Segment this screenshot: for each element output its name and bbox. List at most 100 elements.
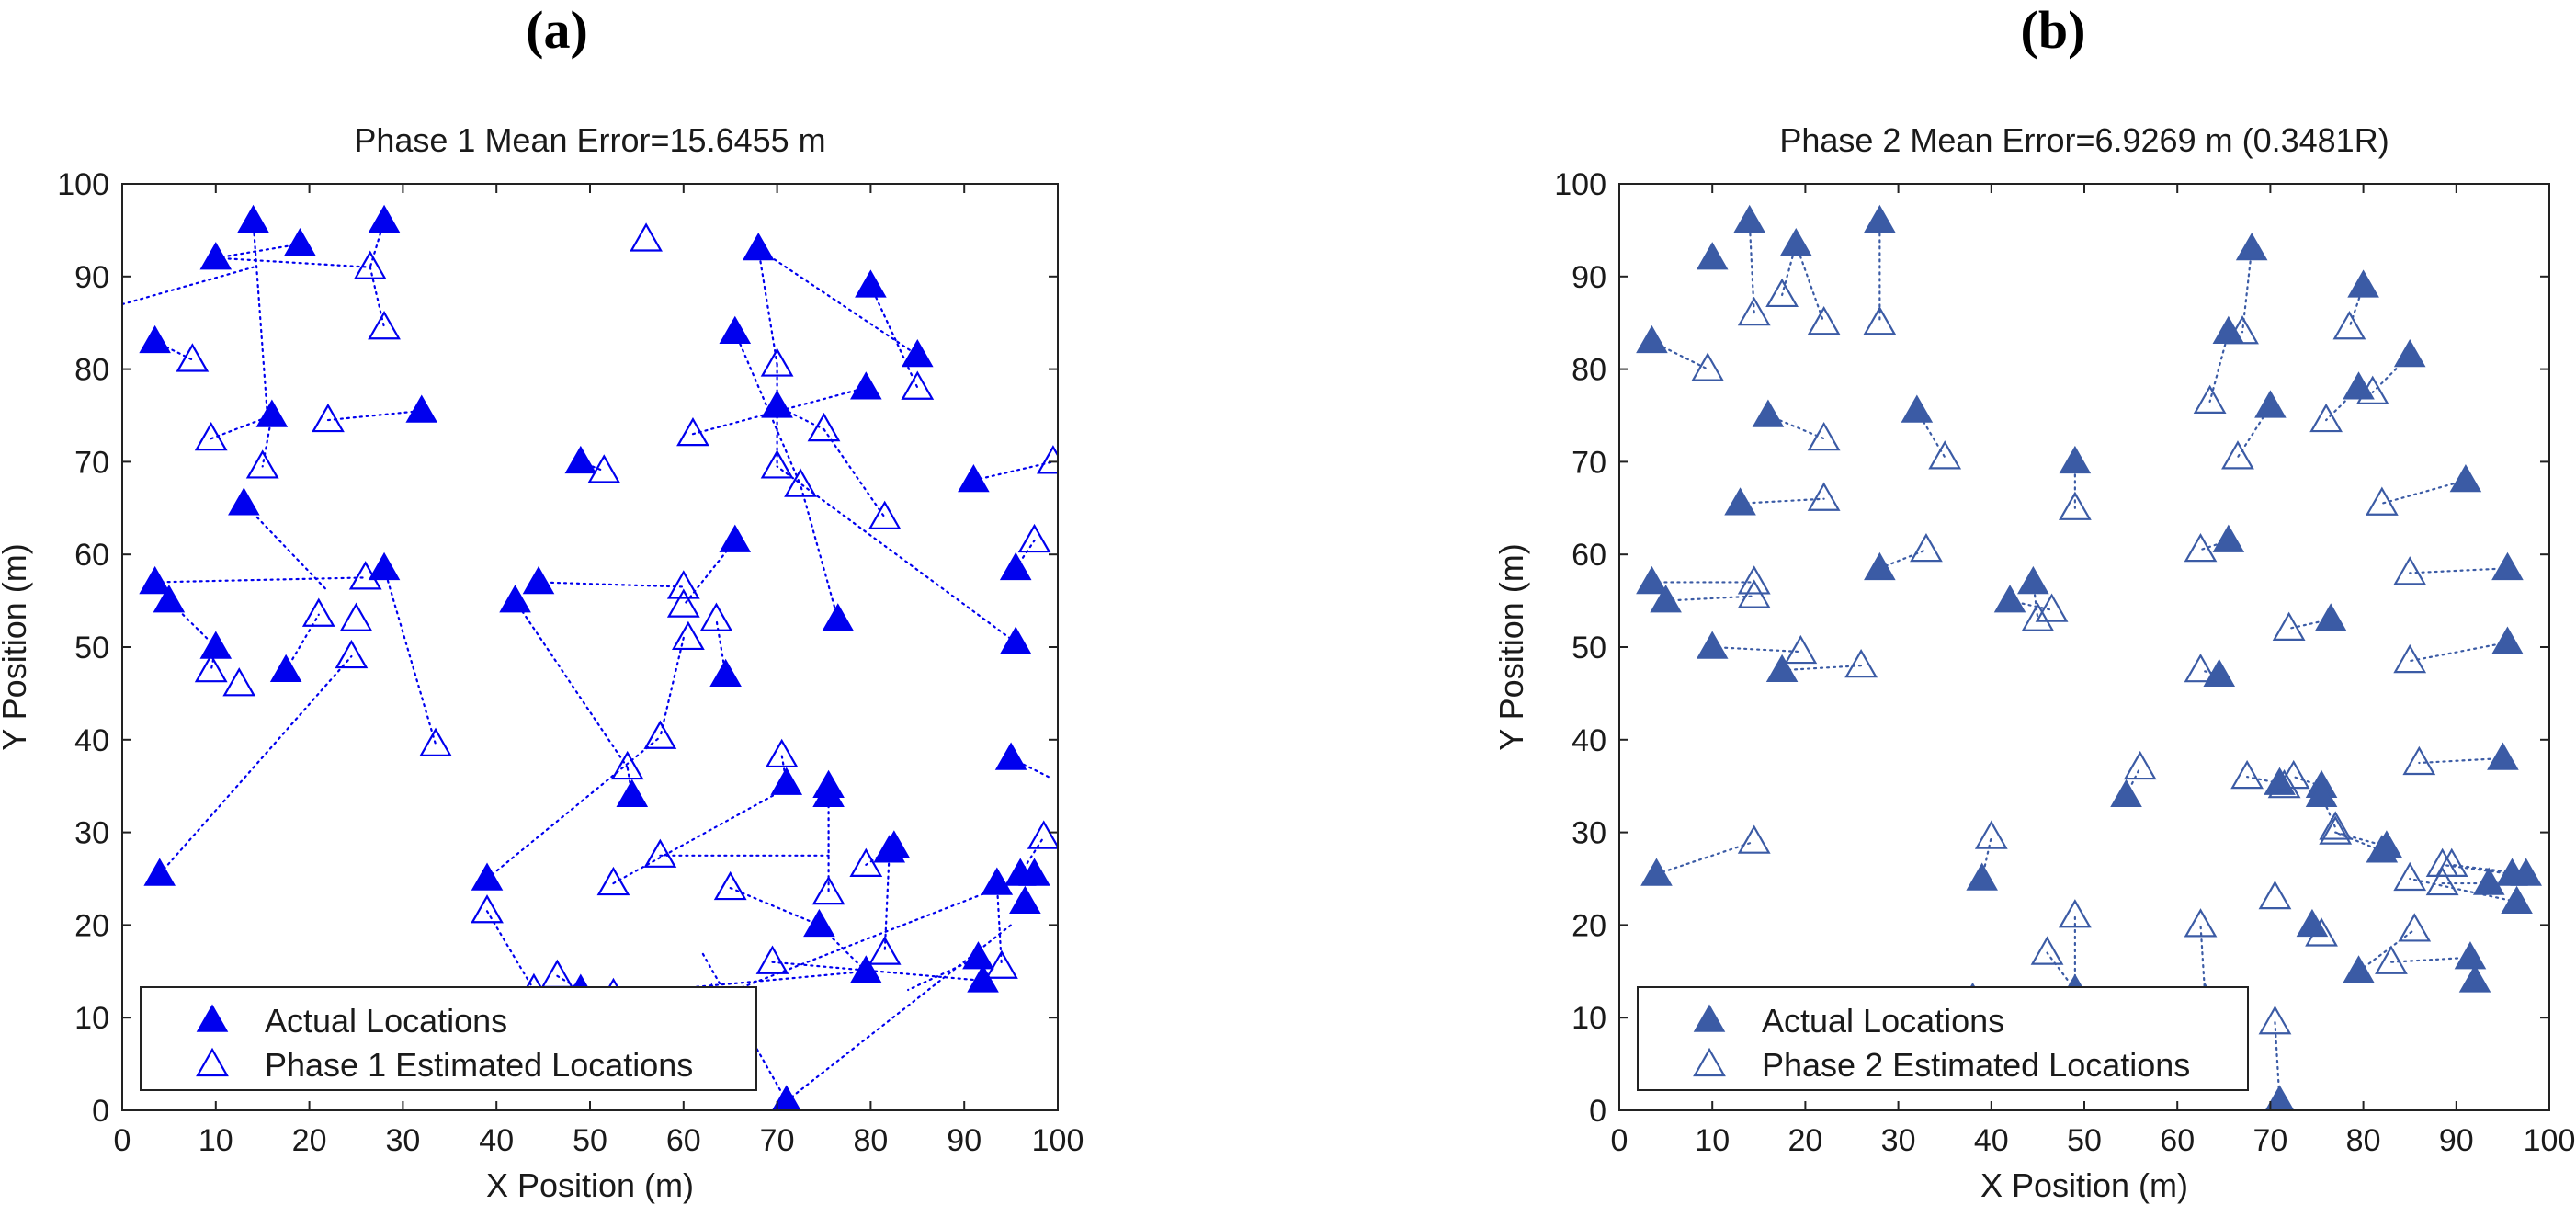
actual-location-point xyxy=(1966,862,1998,891)
error-connector xyxy=(1655,840,1755,876)
error-connector xyxy=(1664,595,1755,602)
actual-location-point xyxy=(1724,487,1756,516)
x-tick-label: 60 xyxy=(2160,1123,2195,1158)
actual-location-point xyxy=(855,269,887,298)
actual-location-point xyxy=(368,204,401,233)
estimated-location-point xyxy=(471,894,504,924)
y-axis-label: Y Position (m) xyxy=(0,543,33,750)
x-tick-label: 70 xyxy=(2253,1123,2287,1158)
error-connector xyxy=(823,428,886,518)
actual-location-point xyxy=(2305,779,2338,808)
panel-label: (b) xyxy=(2021,0,2086,60)
plot-data xyxy=(122,204,1058,1110)
actual-location-point xyxy=(761,390,793,418)
estimated-location-point xyxy=(985,949,1018,979)
estimated-location-point xyxy=(2184,908,2218,938)
estimated-location-point xyxy=(784,468,817,497)
estimated-location-point xyxy=(1017,523,1051,553)
actual-location-point xyxy=(1733,204,1765,233)
estimated-location-point xyxy=(2184,653,2218,683)
x-tick-label: 40 xyxy=(1974,1123,2009,1158)
estimated-location-point xyxy=(312,403,345,433)
actual-location-point xyxy=(2235,233,2268,261)
actual-location-point xyxy=(962,941,994,970)
y-tick-label: 70 xyxy=(1572,445,1606,480)
estimated-location-point xyxy=(2319,815,2353,845)
actual-location-point xyxy=(999,551,1032,581)
actual-location-point xyxy=(2017,565,2049,595)
error-connector xyxy=(326,409,423,422)
y-tick-label: 0 xyxy=(92,1094,109,1129)
actual-location-point xyxy=(2203,658,2236,687)
actual-location-point xyxy=(1696,631,1729,659)
legend-estimated-marker xyxy=(1693,1047,1726,1077)
x-tick-label: 0 xyxy=(114,1123,131,1158)
estimated-location-point xyxy=(2221,440,2254,470)
x-tick-label: 80 xyxy=(2346,1123,2381,1158)
actual-location-point xyxy=(1640,858,1673,886)
estimated-location-point xyxy=(2375,945,2408,974)
estimated-location-point xyxy=(2258,1006,2292,1035)
estimated-location-point xyxy=(194,653,228,683)
error-connector xyxy=(2409,641,2509,663)
actual-location-point xyxy=(368,551,401,581)
y-tick-label: 80 xyxy=(1572,353,1606,388)
estimated-location-point xyxy=(2355,375,2389,404)
estimated-location-point xyxy=(2402,745,2436,776)
actual-location-point xyxy=(255,399,289,427)
estimated-location-point xyxy=(1027,820,1058,849)
estimated-location-point xyxy=(1737,824,1771,854)
actual-location-point xyxy=(228,487,260,516)
estimated-location-point xyxy=(2184,532,2218,563)
actual-location-point xyxy=(1864,204,1896,233)
actual-location-point xyxy=(2510,858,2542,886)
panel-label: (a) xyxy=(526,0,588,60)
actual-location-point xyxy=(812,779,845,808)
plot-area xyxy=(1619,184,2549,1110)
actual-location-point xyxy=(199,631,233,659)
actual-location-point xyxy=(199,242,233,270)
error-connector xyxy=(710,872,1036,1001)
error-connector xyxy=(2292,776,2323,788)
estimated-location-point xyxy=(596,866,630,896)
estimated-location-point xyxy=(2319,811,2353,840)
x-tick-label: 100 xyxy=(1032,1123,1084,1158)
y-tick-label: 20 xyxy=(1572,908,1606,943)
estimated-location-point xyxy=(2058,899,2092,928)
actual-location-point xyxy=(1650,585,1682,613)
error-connector xyxy=(153,576,367,584)
estimated-location-point xyxy=(2267,768,2301,799)
error-connector xyxy=(1878,549,1928,570)
chart-title: Phase 1 Mean Error=15.6455 m xyxy=(354,121,825,159)
estimated-location-point xyxy=(2258,880,2292,910)
y-tick-label: 0 xyxy=(1589,1094,1606,1129)
legend-estimated-marker xyxy=(196,1047,229,1077)
estimated-location-point xyxy=(643,838,677,868)
plot-data xyxy=(1636,204,2542,1110)
error-connector xyxy=(1748,220,1755,315)
y-tick-label: 40 xyxy=(74,723,109,758)
actual-location-point xyxy=(499,585,531,613)
actual-location-point xyxy=(2472,867,2505,895)
x-tick-label: 10 xyxy=(199,1123,233,1158)
estimated-location-point xyxy=(2123,750,2157,780)
error-connector xyxy=(2418,756,2504,765)
error-connector xyxy=(771,961,984,982)
estimated-location-point xyxy=(1844,648,1878,678)
estimated-location-point xyxy=(348,561,382,590)
actual-location-point xyxy=(2487,742,2519,770)
estimated-location-point xyxy=(2193,384,2227,414)
error-connector xyxy=(252,220,268,415)
estimated-location-point xyxy=(2393,643,2427,674)
actual-location-point xyxy=(2393,338,2426,368)
error-connector xyxy=(612,790,783,885)
error-connector xyxy=(514,599,629,769)
legend-entry: Phase 1 Estimated Locations xyxy=(265,1046,693,1084)
estimated-location-point xyxy=(1737,296,1771,326)
actual-location-point xyxy=(2491,626,2524,654)
y-tick-label: 100 xyxy=(57,167,109,202)
estimated-location-point xyxy=(2309,403,2343,433)
estimated-location-point xyxy=(2425,866,2459,896)
actual-location-point xyxy=(770,767,803,795)
error-connector xyxy=(659,636,685,738)
